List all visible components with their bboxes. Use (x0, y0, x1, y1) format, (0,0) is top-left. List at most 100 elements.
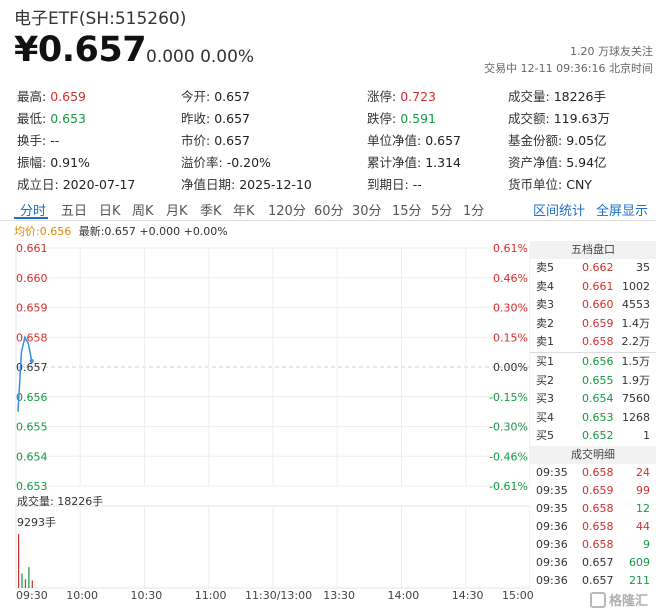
stat-label: 单位净值: (367, 133, 422, 148)
order-level-label: 买4 (536, 410, 554, 424)
pct-tick-label: 0.00% (493, 361, 528, 374)
order-book-row: 卖5 0.662 35 (530, 259, 656, 278)
time-tick-label: 15:00 (502, 589, 534, 602)
trade-volume: 99 (636, 483, 650, 497)
order-book-row: 买1 0.656 1.5万 (530, 353, 656, 372)
pct-tick-label: 0.30% (493, 302, 528, 315)
tab-7[interactable]: 120分 (268, 204, 306, 219)
stat-value: 1.314 (425, 155, 462, 170)
stat-item: 资产净值: 5.94亿 (508, 152, 607, 171)
order-book-row: 买2 0.655 1.9万 (530, 372, 656, 391)
stat-value: 5.94亿 (566, 155, 607, 170)
tab-12[interactable]: 1分 (463, 204, 485, 219)
order-book-divider (530, 351, 656, 353)
stat-item: 成交量: 18226手 (508, 86, 606, 105)
trade-time: 09:36 (536, 555, 568, 569)
order-volume: 2.2万 (621, 335, 651, 349)
stat-item: 涨停: 0.723 (367, 86, 436, 105)
order-volume: 1 (643, 429, 650, 443)
tab-10[interactable]: 15分 (392, 204, 422, 219)
stat-value: CNY (566, 177, 592, 192)
order-book-row: 买5 0.652 1 (530, 427, 656, 446)
order-level-label: 卖2 (536, 316, 554, 330)
volume-bar (21, 573, 23, 588)
intraday-chart[interactable]: 0.661 0.61% 0.660 0.46% 0.659 0.30% 0.658 0.15%… (0, 238, 530, 602)
period-tabs: 分时 五日 日K 周K 月K 季K 年K 120分 60分 30分 15分 5分 1分 区间统计 全屏显示 (0, 197, 656, 221)
trade-volume: 24 (636, 465, 650, 479)
stat-item: 单位净值: 0.657 (367, 130, 461, 149)
fullscreen-button[interactable]: 全屏显示 (596, 204, 649, 219)
order-level-label: 买3 (536, 392, 554, 406)
stat-item: 成立日: 2020-07-17 (17, 174, 135, 193)
stat-value: -- (50, 133, 60, 148)
stat-label: 基金份额: (508, 133, 563, 148)
order-price: 0.655 (582, 373, 614, 387)
time-tick-label: 09:30 (16, 589, 48, 602)
tab-2[interactable]: 日K (99, 204, 121, 219)
price-change: 0.000 0.00% (146, 47, 255, 67)
stats-row: 成立日: 2020-07-17 净值日期: 2025-12-10 到期日: -- 货币单位:… (0, 171, 656, 193)
stat-label: 净值日期: (181, 177, 236, 192)
trade-row: 09:35 0.659 99 (530, 482, 656, 500)
trade-time: 09:36 (536, 573, 568, 587)
order-book-row: 卖2 0.659 1.4万 (530, 315, 656, 334)
stat-label: 最低: (17, 111, 47, 126)
time-tick-label: 13:30 (323, 589, 355, 602)
pct-tick-label: 0.61% (493, 242, 528, 255)
order-volume: 1268 (622, 410, 650, 424)
watermark-text: 格隆汇 (608, 594, 648, 609)
stat-label: 换手: (17, 133, 47, 148)
trade-price: 0.657 (582, 573, 614, 587)
stat-item: 最高: 0.659 (17, 86, 86, 105)
trade-volume: 9 (643, 537, 650, 551)
stat-item: 基金份额: 9.05亿 (508, 130, 607, 149)
tab-8[interactable]: 60分 (314, 204, 344, 219)
price-tick-label: 0.656 (16, 391, 48, 404)
price-tick-label: 0.654 (16, 450, 48, 463)
order-price: 0.654 (582, 392, 614, 406)
active-tab-underline (14, 217, 48, 219)
volume-bar (28, 567, 30, 588)
stat-item: 振幅: 0.91% (17, 152, 90, 171)
order-volume: 1.9万 (621, 373, 651, 387)
trade-price: 0.657 (582, 555, 614, 569)
tab-4[interactable]: 月K (166, 204, 188, 219)
range-stats-button[interactable]: 区间统计 (533, 204, 586, 219)
chart-legend: 均价:0.656 最新:0.657 +0.000 +0.00% (14, 223, 228, 239)
stat-item: 到期日: -- (367, 174, 422, 193)
order-price: 0.661 (582, 279, 614, 293)
price-tick-label: 0.660 (16, 272, 48, 285)
volume-max-label: 9293手 (17, 516, 56, 529)
volume-bar (31, 580, 33, 588)
stats-row: 最低: 0.653 昨收: 0.657 跌停: 0.591 成交额: 119.63万 (0, 105, 656, 127)
tab-1[interactable]: 五日 (61, 204, 88, 219)
trade-row: 09:36 0.658 44 (530, 518, 656, 536)
stat-item: 累计净值: 1.314 (367, 152, 461, 171)
stat-label: 跌停: (367, 111, 397, 126)
order-price: 0.656 (582, 354, 614, 368)
stat-label: 振幅: (17, 155, 47, 170)
stats-row: 振幅: 0.91% 溢价率: -0.20% 累计净值: 1.314 资产净值: 5.94亿 (0, 149, 656, 171)
stat-item: 昨收: 0.657 (181, 108, 250, 127)
stat-value: 18226手 (553, 89, 606, 104)
trade-time: 09:35 (536, 501, 568, 515)
order-volume: 35 (636, 261, 650, 274)
order-level-label: 卖4 (536, 279, 554, 293)
volume-bar (18, 534, 20, 588)
trade-time: 09:35 (536, 483, 568, 497)
stat-value: -0.20% (226, 155, 271, 170)
tab-11[interactable]: 5分 (431, 204, 453, 219)
stat-label: 累计净值: (367, 155, 422, 170)
tab-3[interactable]: 周K (132, 204, 154, 219)
tab-5[interactable]: 季K (200, 204, 222, 219)
stat-value: 0.653 (50, 111, 87, 126)
tab-6[interactable]: 年K (233, 204, 255, 219)
trade-price: 0.658 (582, 519, 614, 533)
time-tick-label: 10:00 (66, 589, 98, 602)
order-book-row: 卖4 0.661 1002 (530, 278, 656, 297)
tab-9[interactable]: 30分 (352, 204, 382, 219)
stat-label: 最高: (17, 89, 47, 104)
tab-0[interactable]: 分时 (20, 204, 47, 219)
time-tick-label: 10:30 (130, 589, 163, 602)
stat-label: 昨收: (181, 111, 211, 126)
